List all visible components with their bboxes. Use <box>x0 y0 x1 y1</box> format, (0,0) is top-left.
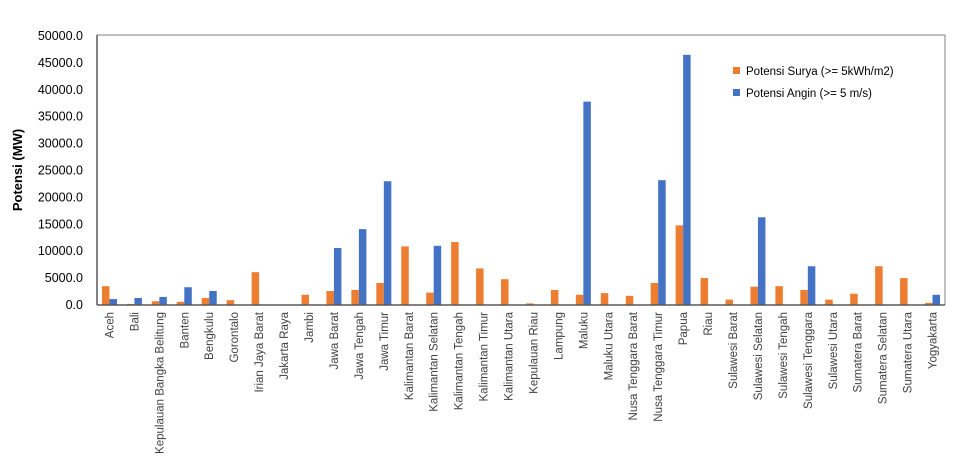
bar-angin <box>383 181 392 305</box>
bar-angin <box>683 54 691 305</box>
bar-surya <box>151 301 160 305</box>
bar-surya <box>476 268 484 305</box>
x-tick-label: Jambi <box>304 312 316 343</box>
bar-surya <box>925 302 933 305</box>
x-tick-label: Kepulauan Riau <box>528 312 540 394</box>
bar-surya <box>525 303 534 305</box>
bar-surya <box>351 289 359 305</box>
bar-angin <box>807 266 816 305</box>
bar-angin <box>358 229 367 305</box>
x-tick-label: Jawa Timur <box>379 312 391 371</box>
x-tick-label: Papua <box>678 311 690 345</box>
x-tick-label: Sulawesi Barat <box>728 311 740 389</box>
x-tick-label: Kalimantan Selatan <box>429 312 441 412</box>
bar-surya <box>825 299 833 305</box>
x-tick-label: Riau <box>703 312 715 336</box>
bar-surya <box>625 295 634 305</box>
bar-angin <box>932 294 941 305</box>
x-tick-label: Kalimantan Tengah <box>454 312 466 410</box>
bar-surya <box>401 246 409 305</box>
bar-surya <box>850 293 858 305</box>
bar-surya <box>750 286 758 305</box>
bar-angin <box>109 299 117 305</box>
y-tick-label: 10000.0 <box>38 244 83 258</box>
x-tick-label: Sulawesi Tengah <box>778 312 790 399</box>
x-tick-label: Gorontalo <box>229 312 241 363</box>
x-tick-label: Sumatera Utara <box>903 311 915 393</box>
x-tick-label: Jawa Tengah <box>354 312 366 380</box>
bar-surya <box>550 289 559 305</box>
y-tick-label: 0.0 <box>66 298 83 312</box>
bar-angin <box>583 101 591 305</box>
x-tick-label: Kalimantan Utara <box>504 311 516 400</box>
bar-surya <box>875 266 883 305</box>
bar-surya <box>650 282 659 305</box>
bar-angin <box>184 287 192 305</box>
x-tick-label: Maluku <box>578 312 590 349</box>
y-tick-label: 30000.0 <box>38 137 83 151</box>
bar-surya <box>600 293 609 305</box>
bar-surya <box>800 289 808 305</box>
bar-surya <box>725 299 733 305</box>
x-tick-label: Sumatera Selatan <box>878 312 890 404</box>
legend-swatch-surya <box>733 67 740 74</box>
x-tick-label: Jakarta Raya <box>279 311 291 379</box>
bar-surya <box>326 291 334 305</box>
x-tick-label: Jawa Barat <box>329 311 341 369</box>
x-tick-label: Banten <box>179 312 191 348</box>
x-tick-label: Bengkulu <box>204 312 216 360</box>
y-tick-label: 35000.0 <box>38 110 83 124</box>
x-tick-label: Bali <box>129 312 141 331</box>
bar-surya <box>251 272 260 305</box>
bar-angin <box>209 291 217 305</box>
x-tick-label: Yogyakarta <box>928 311 940 369</box>
x-tick-label: Aceh <box>104 312 116 338</box>
bar-surya <box>675 225 684 305</box>
x-tick-label: Sumatera Barat <box>853 311 865 392</box>
bar-angin <box>757 217 766 305</box>
x-tick-label: Nusa Tenggara Timur <box>653 312 665 422</box>
bar-angin <box>333 247 342 305</box>
x-tick-label: Kepulauan Bangka Belitung <box>154 312 166 454</box>
legend-label-angin: Potensi Angin (>= 5 m/s) <box>746 88 872 100</box>
legend-label-surya: Potensi Surya (>= 5kWh/m2) <box>746 66 894 78</box>
x-tick-label: Maluku Utara <box>603 311 615 380</box>
bar-surya <box>376 282 384 305</box>
x-tick-label: Kalimantan Barat <box>404 311 416 400</box>
bar-surya <box>900 278 908 305</box>
bar-surya <box>201 298 210 305</box>
bar-surya <box>451 242 459 305</box>
bar-surya <box>575 294 584 305</box>
bar-surya <box>700 278 709 305</box>
bar-surya <box>226 300 235 305</box>
y-tick-label: 5000.0 <box>45 271 83 285</box>
y-tick-label: 20000.0 <box>38 190 83 204</box>
bar-surya <box>775 286 783 305</box>
bar-angin <box>433 245 442 305</box>
x-tick-label: Sulawesi Utara <box>828 311 840 389</box>
bar-surya <box>301 294 309 305</box>
bar-surya <box>501 279 509 305</box>
x-tick-label: Nusa Tenggara Barat <box>628 311 640 420</box>
y-tick-label: 15000.0 <box>38 217 83 231</box>
x-tick-label: Irian Jaya Barat <box>254 311 266 392</box>
legend-swatch-angin <box>733 89 740 96</box>
y-axis-label: Potensi (MW) <box>10 129 25 211</box>
bar-angin <box>159 296 167 305</box>
y-tick-label: 45000.0 <box>38 56 83 70</box>
bar-surya <box>176 301 185 305</box>
y-tick-label: 25000.0 <box>38 164 83 178</box>
bar-surya <box>426 292 434 305</box>
bar-angin <box>658 180 666 305</box>
legend: Potensi Surya (>= 5kWh/m2) Potensi Angin… <box>733 66 894 100</box>
bar-angin <box>134 298 142 305</box>
bar-surya <box>101 286 110 305</box>
y-tick-label: 40000.0 <box>38 83 83 97</box>
x-tick-label: Sulawesi Tenggara <box>803 311 815 409</box>
x-tick-label: Sulawesi Selatan <box>753 312 765 400</box>
x-tick-label: Lampung <box>553 312 565 360</box>
y-tick-label: 50000.0 <box>38 29 83 43</box>
x-tick-label: Kalimantan Timur <box>479 312 491 402</box>
